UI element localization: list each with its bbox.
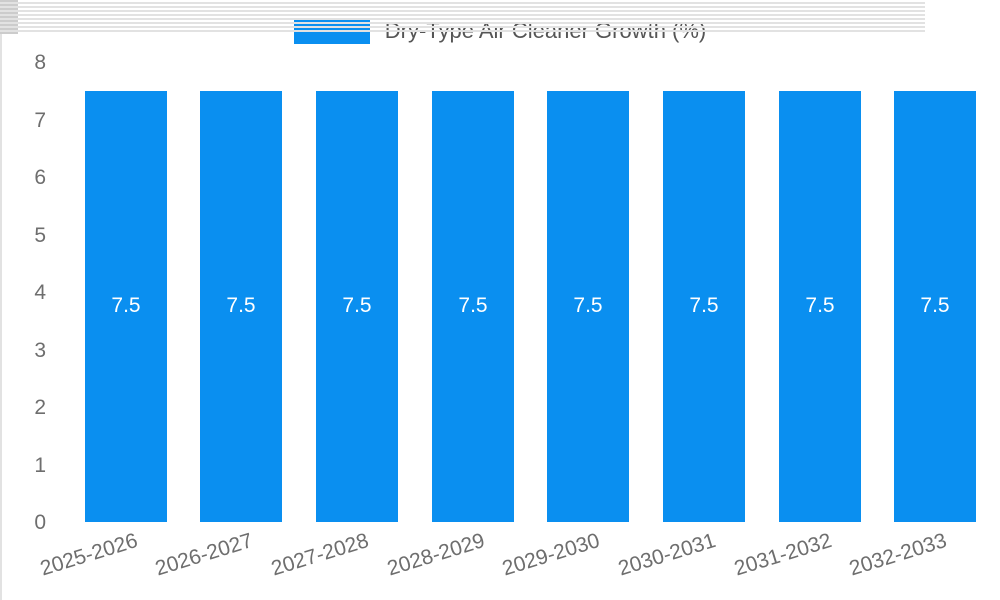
v-gridline <box>0 34 2 494</box>
bar-value-label: 7.5 <box>111 294 141 318</box>
y-axis-tick <box>0 12 18 14</box>
bar: 7.5 <box>200 90 282 522</box>
y-axis-tick <box>0 0 18 2</box>
bar: 7.5 <box>432 90 514 522</box>
h-gridline <box>0 6 925 8</box>
bar-value-label: 7.5 <box>573 294 603 318</box>
y-axis-tick <box>0 4 18 6</box>
bar: 7.5 <box>779 90 861 522</box>
bar: 7.5 <box>85 90 167 522</box>
y-axis-tick-label: 3 <box>34 338 46 362</box>
h-gridline <box>0 30 925 32</box>
v-gridline <box>0 512 2 600</box>
h-gridline <box>0 2 925 4</box>
bar: 7.5 <box>663 90 745 522</box>
y-axis-tick <box>0 32 18 34</box>
h-gridline <box>0 26 925 28</box>
y-axis-tick <box>0 24 18 26</box>
x-axis-tick <box>0 494 2 512</box>
y-axis-tick-label: 1 <box>34 453 46 477</box>
y-axis-tick <box>0 16 18 18</box>
y-axis-tick-label: 6 <box>34 166 46 189</box>
y-axis-tick <box>0 28 18 30</box>
y-axis-tick-label: 7 <box>34 108 46 132</box>
y-axis-tick-label: 0 <box>34 511 46 534</box>
y-axis-tick <box>0 8 18 10</box>
h-gridline <box>0 14 925 16</box>
h-gridline <box>0 18 925 20</box>
bar-value-label: 7.5 <box>458 294 488 318</box>
bar: 7.5 <box>316 90 398 522</box>
bar: 7.5 <box>547 90 629 522</box>
y-axis-tick-label: 2 <box>34 396 46 419</box>
h-gridline <box>0 22 925 24</box>
y-axis-tick-label: 5 <box>34 223 46 247</box>
bar-value-label: 7.5 <box>226 294 256 318</box>
y-axis-tick <box>0 20 18 22</box>
bar-value-label: 7.5 <box>689 294 719 318</box>
bar-value-label: 7.5 <box>342 294 372 318</box>
bar: 7.5 <box>894 90 976 522</box>
y-axis-tick-label: 4 <box>34 281 46 304</box>
y-axis-tick-label: 8 <box>34 51 46 74</box>
h-gridline <box>0 10 925 12</box>
bar-value-label: 7.5 <box>920 294 950 318</box>
bar-value-label: 7.5 <box>805 294 835 318</box>
